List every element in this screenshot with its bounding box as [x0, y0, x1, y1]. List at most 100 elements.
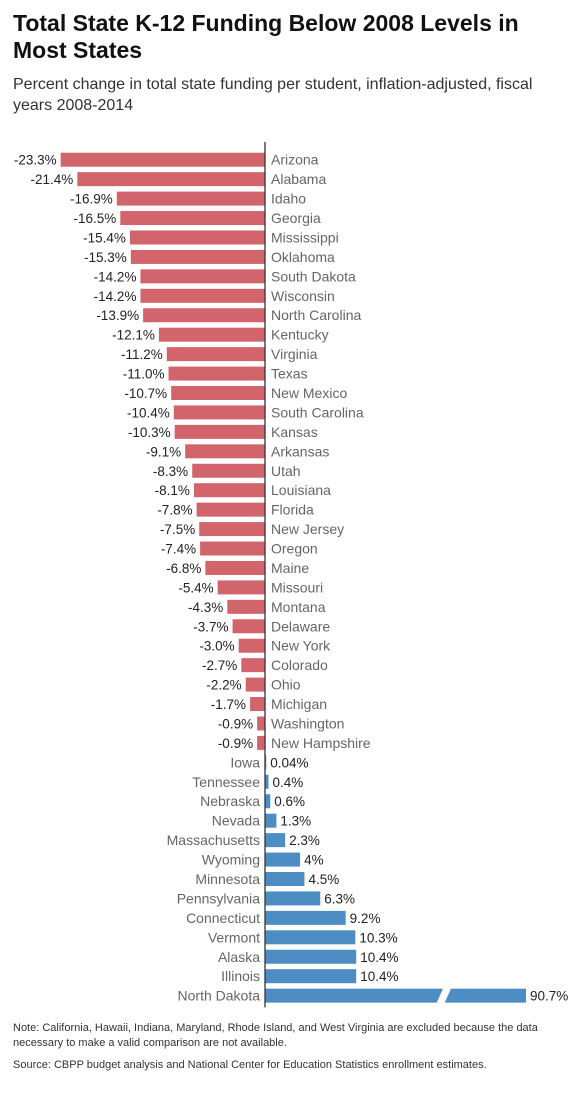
value-label: -8.1% — [155, 483, 190, 498]
value-label: -14.2% — [94, 269, 137, 284]
bar-vermont — [265, 930, 356, 945]
bar-florida — [196, 502, 265, 517]
bar-michigan — [250, 697, 265, 712]
value-label: -3.0% — [199, 639, 234, 654]
value-label: -8.3% — [153, 464, 188, 479]
category-label: Ohio — [271, 677, 301, 693]
bar-arkansas — [185, 444, 265, 459]
value-label: -2.7% — [202, 658, 237, 673]
bar-mississippi — [129, 230, 265, 245]
category-label: Kentucky — [271, 327, 329, 343]
bar-utah — [192, 463, 265, 478]
value-label: 9.2% — [350, 911, 381, 926]
category-label: Wyoming — [202, 852, 260, 868]
bar-virginia — [166, 347, 265, 362]
value-label: -23.3% — [14, 153, 57, 168]
category-label: New Jersey — [271, 521, 344, 537]
category-label: Nevada — [212, 813, 260, 829]
value-label: -10.4% — [127, 405, 170, 420]
value-label: -2.2% — [206, 678, 241, 693]
category-label: Oklahoma — [271, 249, 335, 265]
value-label: -14.2% — [94, 289, 137, 304]
value-label: -0.9% — [218, 716, 253, 731]
category-label: North Dakota — [178, 988, 261, 1004]
bar-new-mexico — [171, 386, 265, 400]
value-label: 0.4% — [273, 775, 304, 790]
value-label: -3.7% — [193, 619, 228, 634]
bar-colorado — [241, 658, 265, 673]
bar-nevada — [265, 813, 277, 828]
bar-kansas — [174, 424, 265, 439]
category-label: Georgia — [271, 210, 321, 226]
value-label: 1.3% — [280, 814, 311, 829]
bar-chart: -23.3% Arizona -21.4% Alabama -16.9% Idaho -16… — [14, 142, 568, 1008]
category-label: Montana — [271, 599, 326, 615]
category-label: Tennessee — [192, 774, 260, 790]
value-label: -4.3% — [188, 600, 223, 615]
bar-wisconsin — [140, 288, 265, 303]
bar-illinois — [265, 969, 357, 984]
category-label: Connecticut — [186, 910, 260, 926]
category-label: Alabama — [271, 171, 326, 187]
category-label: Wisconsin — [271, 288, 335, 304]
bar-kentucky — [158, 327, 265, 342]
value-label: -7.8% — [157, 503, 192, 518]
value-label: 4% — [304, 853, 324, 868]
bar-new-york — [238, 638, 265, 653]
bar-new-jersey — [199, 522, 265, 537]
category-label: Maine — [271, 560, 309, 576]
category-label: South Carolina — [271, 404, 364, 420]
value-label: 2.3% — [289, 833, 320, 848]
category-label: Iowa — [230, 754, 260, 770]
category-label: New Mexico — [271, 385, 347, 401]
bar-south-carolina — [173, 405, 265, 420]
chart-note: Note: California, Hawaii, Indiana, Maryl… — [13, 1022, 538, 1049]
value-label: -10.3% — [128, 425, 171, 440]
value-label: -0.9% — [218, 736, 253, 751]
bar-north-carolina — [143, 308, 265, 323]
bar-oklahoma — [130, 249, 265, 264]
bar-minnesota — [265, 872, 305, 886]
value-label: -7.5% — [160, 522, 195, 537]
category-label: Arkansas — [271, 443, 329, 459]
category-label: Illinois — [221, 968, 260, 984]
bar-alabama — [77, 172, 266, 187]
bar-south-dakota — [140, 269, 265, 284]
category-label: New Hampshire — [271, 735, 371, 751]
category-label: Vermont — [208, 929, 260, 945]
value-label: -11.2% — [121, 347, 163, 362]
category-label: Mississippi — [271, 229, 339, 245]
category-label: North Carolina — [271, 307, 361, 323]
value-label: -7.4% — [161, 542, 196, 557]
value-label: -15.4% — [83, 230, 126, 245]
bar-nebraska — [265, 794, 271, 809]
category-label: Texas — [271, 366, 308, 382]
value-label: 10.3% — [359, 930, 397, 945]
category-label: Colorado — [271, 657, 328, 673]
value-label: -11.0% — [123, 367, 165, 382]
chart-subtitle: Percent change in total state funding pe… — [13, 76, 533, 114]
category-label: Utah — [271, 463, 301, 479]
category-label: Oregon — [271, 541, 318, 557]
bar-north-dakota — [265, 988, 526, 1003]
bar-maine — [205, 560, 265, 575]
value-label: -12.1% — [112, 328, 155, 343]
value-label: -6.8% — [166, 561, 201, 576]
bar-washington — [257, 716, 265, 731]
category-label: New York — [271, 638, 331, 654]
bar-connecticut — [265, 910, 346, 925]
category-label: Michigan — [271, 696, 327, 712]
value-label: -9.1% — [146, 444, 181, 459]
category-label: Arizona — [271, 152, 319, 168]
bar-montana — [227, 599, 265, 614]
category-label: Virginia — [271, 346, 318, 362]
category-label: Washington — [271, 715, 344, 731]
category-label: Delaware — [271, 618, 330, 634]
chart-source: Source: CBPP budget analysis and Nationa… — [13, 1059, 487, 1071]
category-label: Nebraska — [200, 793, 260, 809]
bar-texas — [168, 366, 265, 381]
bar-massachusetts — [265, 833, 286, 848]
bar-missouri — [217, 580, 265, 595]
value-label: -15.3% — [84, 250, 127, 265]
category-label: Kansas — [271, 424, 318, 440]
